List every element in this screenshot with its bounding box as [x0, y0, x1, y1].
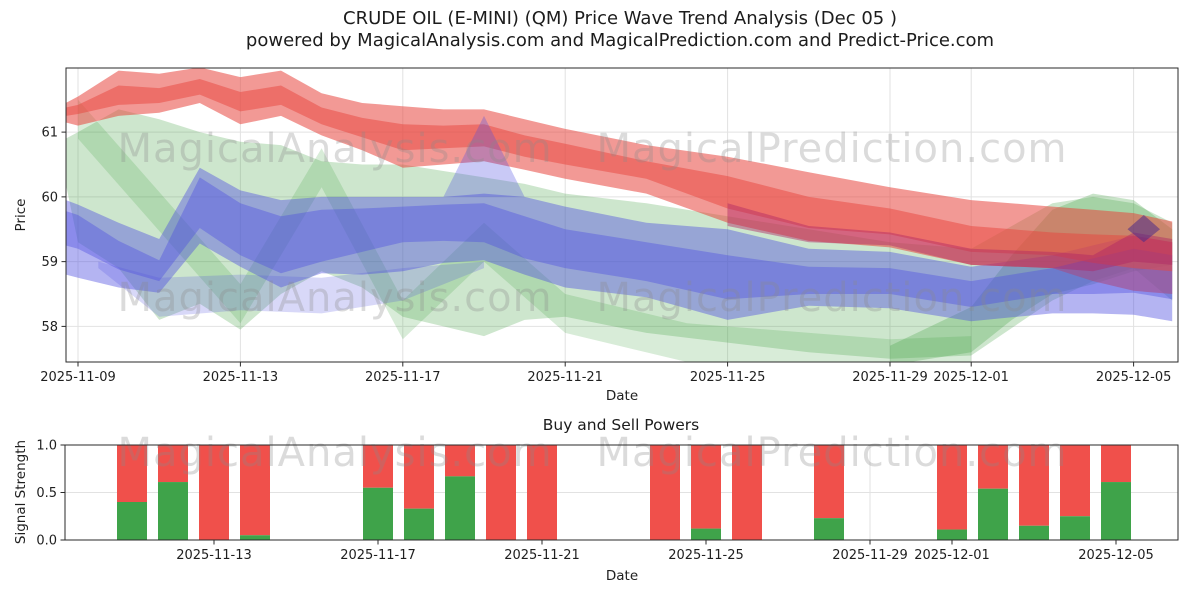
- buy-bar-segment: [1101, 482, 1131, 540]
- x-tick-label: 2025-11-13: [203, 370, 279, 385]
- y-tick-label: 0.5: [36, 486, 57, 501]
- sell-bar-segment: [1019, 445, 1049, 526]
- buy-bar-segment: [363, 487, 393, 540]
- sell-bar-segment: [937, 445, 967, 530]
- watermark-prediction-mid: MagicalPrediction.com: [597, 275, 1068, 321]
- sell-bar-segment: [117, 445, 147, 502]
- buy-bar-segment: [240, 535, 270, 540]
- blue-pale-left-band: [98, 261, 485, 317]
- sell-bar-segment: [527, 445, 557, 540]
- sell-bar-segment: [158, 445, 188, 483]
- price-y-axis-label: Price: [13, 199, 29, 232]
- purple-diamond: [1127, 215, 1160, 243]
- x-tick-label: 2025-12-05: [1078, 548, 1154, 563]
- buy-bar-segment: [978, 488, 1008, 540]
- watermark-prediction-bottom: MagicalPrediction.com: [597, 430, 1068, 476]
- x-tick-label: 2025-11-25: [668, 548, 744, 563]
- x-tick-label: 2025-11-17: [340, 548, 416, 563]
- power-chart-title: Buy and Sell Powers: [543, 416, 700, 434]
- x-tick-label: 2025-11-17: [365, 370, 441, 385]
- blue-bump-peak: [443, 115, 525, 197]
- sell-bar-segment: [814, 445, 844, 519]
- x-tick-label: 2025-11-29: [852, 370, 928, 385]
- x-tick-label: 2025-12-01: [933, 370, 1009, 385]
- sell-bar-segment: [650, 445, 680, 540]
- buy-bar-segment: [117, 502, 147, 540]
- x-tick-label: 2025-11-21: [504, 548, 580, 563]
- y-tick-label: 60: [41, 190, 58, 205]
- buy-bar-segment: [404, 508, 434, 540]
- x-tick-label: 2025-12-01: [914, 548, 990, 563]
- sell-bar-segment: [691, 445, 721, 529]
- x-tick-label: 2025-11-13: [176, 548, 252, 563]
- sell-bar-segment: [978, 445, 1008, 489]
- buy-bar-segment: [814, 518, 844, 540]
- power-y-axis-label: Signal Strength: [13, 440, 29, 544]
- sell-bar-segment: [199, 445, 229, 540]
- sell-bar-segment: [363, 445, 393, 488]
- buy-bar-segment: [937, 529, 967, 540]
- price-chart-ticks: 2025-11-09 2025-11-13 2025-11-17 2025-11-21…: [40, 126, 1171, 385]
- price-wave-bands: [66, 68, 1173, 362]
- green-main-band: [66, 109, 1173, 359]
- sell-bar-segment: [404, 445, 434, 509]
- buy-bar-segment: [445, 476, 475, 540]
- buy-sell-bars: [117, 445, 1131, 540]
- watermark-analysis-mid: MagicalAnalysis.com: [117, 275, 552, 321]
- y-tick-label: 1.0: [36, 439, 57, 454]
- x-tick-label: 2025-12-05: [1096, 370, 1172, 385]
- y-tick-label: 0.0: [36, 534, 57, 549]
- red-core-band: [66, 79, 1173, 272]
- watermark-analysis-bottom: MagicalAnalysis.com: [117, 430, 552, 476]
- buy-bar-segment: [158, 482, 188, 540]
- watermark-prediction-top: MagicalPrediction.com: [597, 126, 1068, 172]
- blue-core-band: [66, 177, 1173, 307]
- figure-title-line2: powered by MagicalAnalysis.com and Magic…: [246, 30, 994, 51]
- buy-bar-segment: [691, 528, 721, 540]
- price-x-axis-label: Date: [606, 388, 638, 404]
- sell-bar-segment: [732, 445, 762, 540]
- buy-bar-segment: [1060, 516, 1090, 540]
- watermark-analysis-top: MagicalAnalysis.com: [117, 126, 552, 172]
- x-tick-label: 2025-11-29: [832, 548, 908, 563]
- power-chart-ticks: 2025-11-13 2025-11-17 2025-11-21 2025-11-25…: [36, 439, 1153, 564]
- sell-bar-segment: [240, 445, 270, 536]
- crimson-core-strip: [727, 203, 1173, 272]
- x-tick-label: 2025-11-09: [40, 370, 116, 385]
- power-x-axis-label: Date: [606, 568, 638, 584]
- blue-outer-band: [66, 167, 1173, 322]
- sell-bar-segment: [1101, 445, 1131, 483]
- y-tick-label: 58: [41, 320, 58, 335]
- x-tick-label: 2025-11-25: [690, 370, 766, 385]
- figure-title-line1: CRUDE OIL (E-MINI) (QM) Price Wave Trend…: [343, 8, 897, 29]
- sell-bar-segment: [1060, 445, 1090, 517]
- y-tick-label: 61: [41, 126, 58, 141]
- sell-bar-segment: [445, 445, 475, 477]
- x-tick-label: 2025-11-21: [527, 370, 603, 385]
- buy-bar-segment: [1019, 525, 1049, 540]
- price-chart-frame: [65, 67, 1179, 363]
- sell-bar-segment: [486, 445, 516, 540]
- y-tick-label: 59: [41, 255, 58, 270]
